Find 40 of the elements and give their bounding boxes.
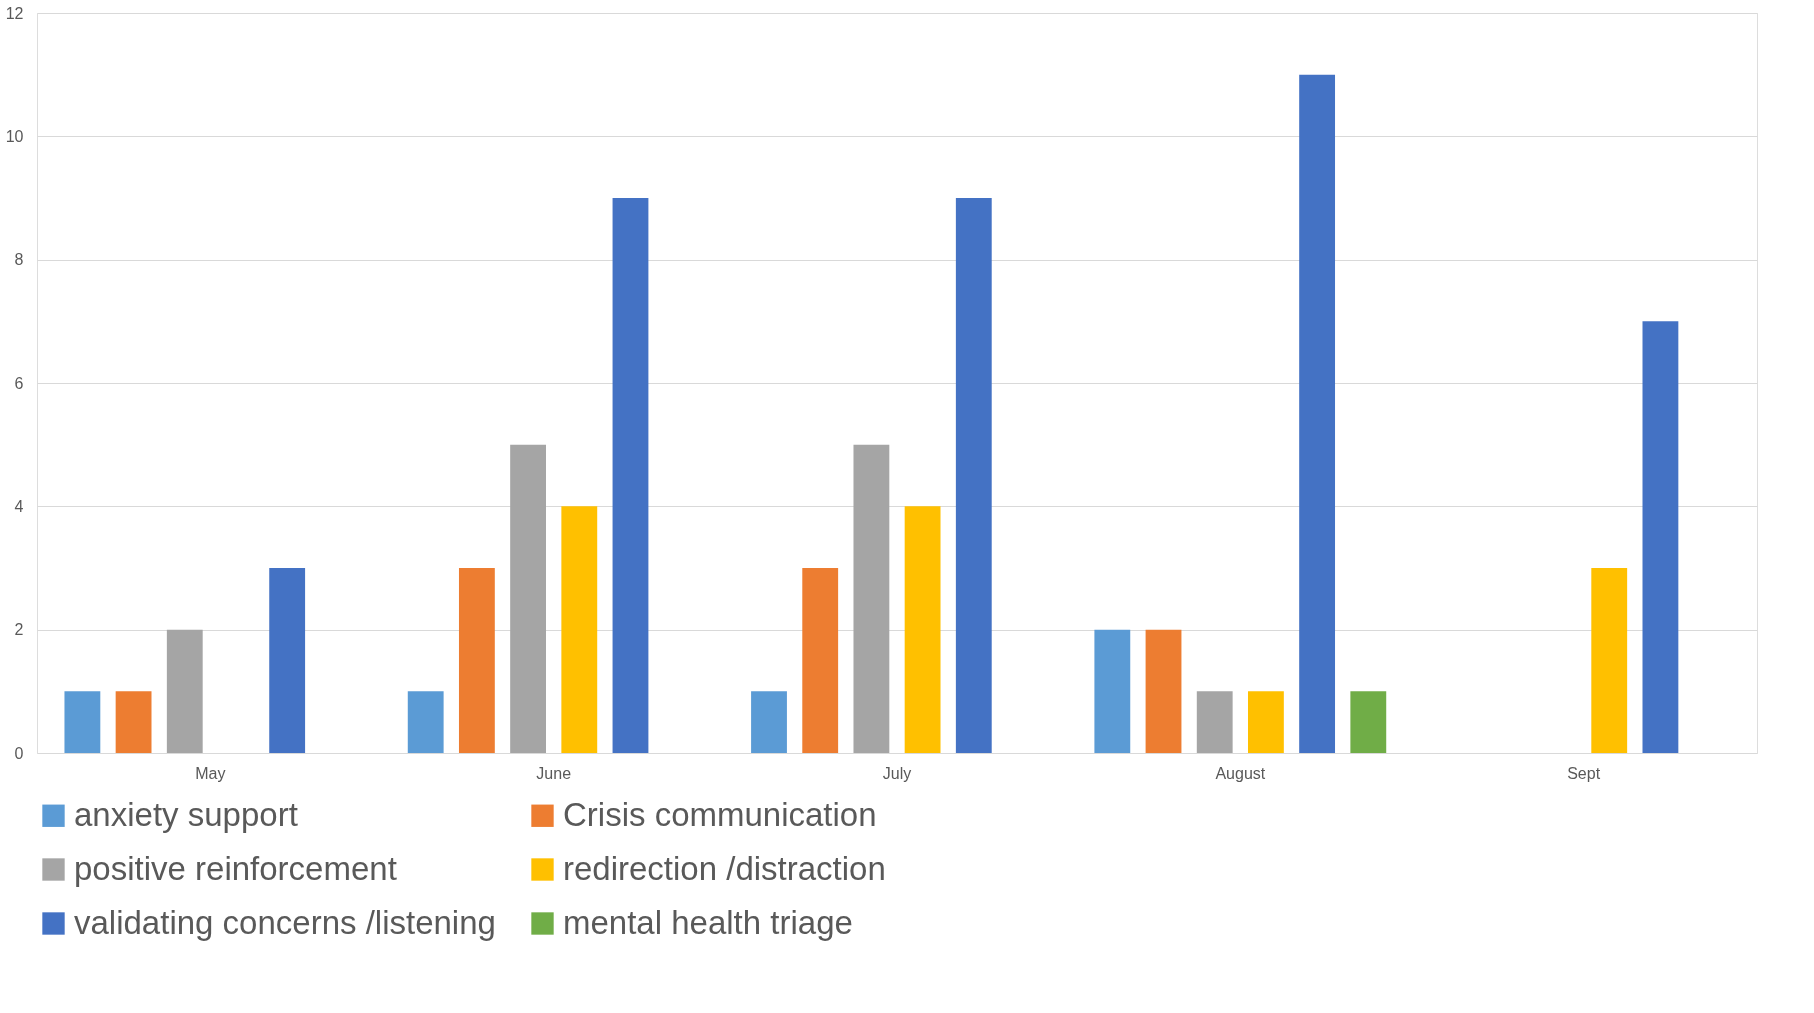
y-tick-label: 6	[14, 374, 24, 392]
bar	[1196, 691, 1233, 753]
bar	[561, 506, 598, 753]
legend-label: anxiety support	[74, 795, 298, 833]
bar	[955, 198, 992, 753]
y-tick-label: 0	[14, 744, 24, 762]
bar	[407, 691, 444, 753]
legend-label: redirection /distraction	[563, 849, 886, 887]
bar	[166, 629, 203, 753]
bar	[510, 444, 547, 753]
y-tick-label: 2	[14, 621, 24, 639]
y-tick-label: 10	[5, 127, 24, 145]
bar	[458, 568, 495, 753]
bar	[115, 691, 152, 753]
bar	[612, 198, 649, 753]
y-tick-label: 8	[14, 251, 24, 269]
bar	[802, 568, 839, 753]
bar	[1094, 629, 1131, 753]
x-tick-label: July	[882, 764, 912, 782]
bar	[1642, 321, 1679, 753]
bar	[853, 444, 890, 753]
bar	[64, 691, 101, 753]
legend-label: Crisis communication	[563, 795, 877, 833]
bar	[1247, 691, 1284, 753]
bar	[751, 691, 787, 753]
x-tick-label: August	[1215, 764, 1266, 782]
legend-label: validating concerns /listening	[74, 903, 496, 941]
bar	[1145, 629, 1182, 753]
x-tick-label: May	[195, 764, 226, 782]
bar	[1591, 568, 1628, 753]
x-tick-label: June	[536, 764, 572, 782]
bar	[1350, 691, 1387, 753]
x-tick-label: Sept	[1567, 764, 1601, 782]
y-tick-label: 12	[5, 4, 24, 22]
bar	[1299, 74, 1336, 753]
legend-label: positive reinforcement	[74, 849, 397, 887]
legend-label: mental health triage	[563, 903, 853, 941]
bar	[269, 568, 306, 753]
y-tick-label: 4	[14, 497, 24, 515]
bar	[904, 506, 941, 753]
